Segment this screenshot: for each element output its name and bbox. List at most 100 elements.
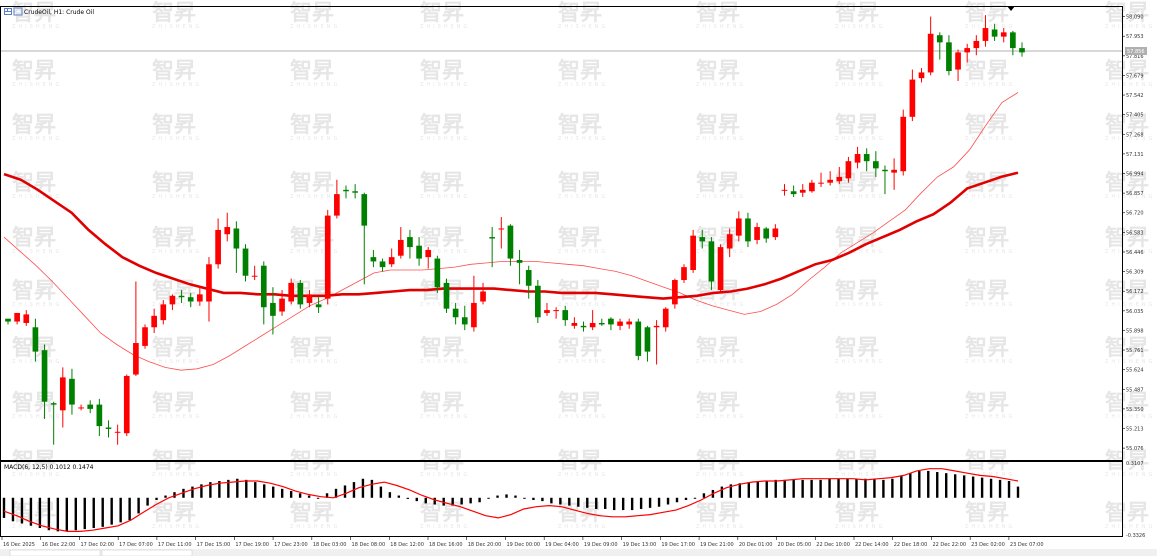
macd-bar [639,497,643,509]
watermark-subtext: ZHISHENG [696,194,746,200]
time-tick-label: 18 Dec 20:00 [468,542,502,548]
candle [946,35,952,76]
price-tick-label: 55.761 [1126,348,1144,354]
candle [827,171,833,186]
watermark-subtext: ZHISHENG [558,249,608,255]
macd-bar [855,478,858,498]
watermark-subtext: ZHISHENG [152,194,202,200]
candle [717,244,724,293]
candle-body [900,116,907,172]
macd-bar [119,497,122,523]
candle-body [809,182,815,192]
watermark-text: 智昇 [835,170,879,196]
price-tick-label: 57.131 [1126,152,1144,158]
candle [23,310,30,326]
candle-body [909,79,916,117]
candle [471,275,477,332]
chart-tab[interactable] [101,549,193,556]
watermark-subtext: ZHISHENG [290,249,340,255]
candle [973,35,980,56]
watermark-subtext: ZHISHENG [696,359,746,365]
current-price-value: 57.856 [1127,49,1145,55]
price-tick-label: 56.583 [1126,230,1144,236]
watermark-text: 智昇 [696,500,740,526]
chart-menu-icon-detail [5,9,7,11]
macd-bar [146,497,149,506]
candle [452,302,459,325]
candle-body [260,265,267,308]
candle-body [653,325,660,328]
macd-bar [684,497,688,501]
watermark-text: 智昇 [152,390,196,416]
watermark-text: 智昇 [558,390,602,416]
watermark-subtext: ZHISHENG [290,414,340,420]
candle [681,264,687,283]
macd-signal-line [3,468,1019,533]
macd-bar [298,493,302,498]
symbol-icon [13,7,23,16]
candle-body [973,40,980,49]
watermark-subtext: ZHISHENG [558,302,608,308]
watermark-text: 智昇 [290,58,334,84]
macd-bar [918,470,921,498]
chart-menu-icon-detail [8,9,11,11]
chart-title-bar: CrudeOil, H1: Crude Oil MACD(6, 12,5) 0.… [4,7,94,471]
watermark-text: 智昇 [558,335,602,361]
macd-bar [927,470,930,498]
macd-bar [747,482,750,498]
watermark-subtext: ZHISHENG [965,302,1015,308]
watermark-text: 智昇 [1105,500,1149,526]
candle-body [763,228,770,239]
watermark-text: 智昇 [1105,0,1149,26]
macd-tick-label: -0.3326 [1126,533,1145,539]
watermark-text: 智昇 [696,112,740,138]
macd-bar [415,497,418,502]
macd-bar [460,497,463,505]
candle-body [452,308,459,318]
time-tick-label: 18 Dec 12:00 [390,542,424,548]
watermark-subtext: ZHISHENG [696,472,746,478]
chart-tabs-strip[interactable] [0,549,1157,556]
price-tick-label: 55.076 [1126,446,1144,452]
candle [544,302,550,316]
macd-bar [666,497,670,505]
chart-menu-icon-detail [5,12,11,14]
candle-body [178,295,185,298]
time-axis: 16 Dec 2025 16 Dec 22:00 17 Dec 02:00 17 De… [1,537,1044,548]
watermark-subtext: ZHISHENG [152,249,202,255]
candle-body [361,194,368,226]
candle [187,292,194,308]
candle-body [169,295,176,305]
chart-shift-icon[interactable] [1007,6,1015,11]
watermark-subtext: ZHISHENG [965,414,1015,420]
macd-bar [334,488,338,498]
candle [425,247,432,269]
price-tick-label: 55.487 [1126,387,1144,393]
candle-body [799,189,806,193]
candle-body [224,227,231,235]
chart-menu-icon[interactable] [4,8,12,15]
macd-bar [38,497,42,528]
candle [516,249,523,285]
candle [672,278,678,309]
watermark-layer: 智昇ZHISHENG智昇ZHISHENG智昇ZHISHENG智昇ZHISHENG… [12,0,1152,530]
candle-body [735,218,742,236]
chart-tab[interactable] [9,549,101,556]
watermark-subtext: ZHISHENG [558,472,608,478]
